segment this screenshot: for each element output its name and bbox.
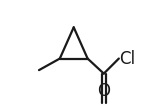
Text: Cl: Cl [119,50,135,68]
Text: O: O [97,82,110,100]
